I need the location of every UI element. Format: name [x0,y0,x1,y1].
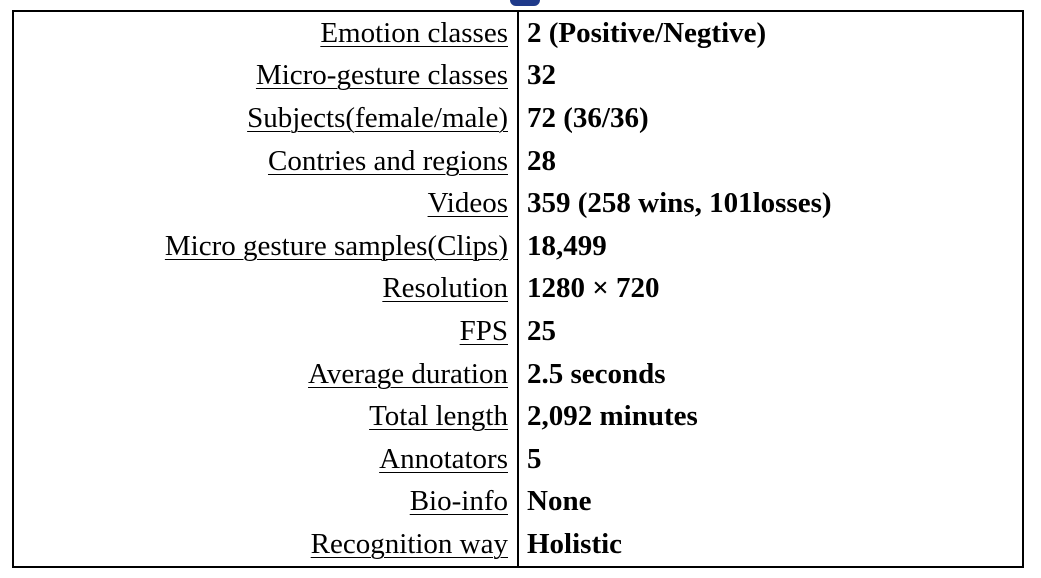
row-label: Contries and regions [267,144,508,177]
row-label: Bio-info [409,485,508,518]
row-label: Annotators [379,442,508,475]
row-value: 18,499 [527,229,607,262]
row-value: Holistic [527,528,623,561]
table-row: Bio-info None [13,480,1023,524]
row-value: 2 (Positive/Negtive) [527,16,767,49]
row-label-cell: Subjects(female/male) [13,97,519,140]
row-label-cell: Average duration [13,352,519,396]
table-row: Contries and regions 28 [13,139,1023,183]
row-label: Subjects(female/male) [247,102,508,135]
table-row: Annotators 5 [13,438,1023,481]
row-label: Videos [427,187,508,220]
row-label-cell: Total length [13,395,519,438]
row-label: Total length [369,400,508,433]
row-label: Resolution [382,272,508,305]
row-value: 25 [527,315,556,348]
row-value: 359 (258 wins, 101losses) [527,187,832,220]
row-label-cell: Videos [13,182,519,226]
row-label: FPS [459,315,508,348]
row-value: 32 [527,59,556,92]
row-label-cell: FPS [13,310,519,353]
row-value: 5 [527,442,542,475]
row-value: 1280 × 720 [527,272,660,305]
row-label: Average duration [308,357,508,390]
table-row: Subjects(female/male) 72 (36/36) [13,97,1023,140]
row-value: 2.5 seconds [527,357,666,390]
row-label: Micro-gesture classes [255,59,508,92]
table-row: Recognition way Holistic [13,523,1023,567]
row-label-cell: Contries and regions [13,139,519,183]
row-label-cell: Bio-info [13,480,519,524]
row-value: None [527,485,592,518]
row-label-cell: Emotion classes [13,11,519,55]
table-row: FPS 25 [13,310,1023,353]
row-label-cell: Recognition way [13,523,519,567]
table-row: Micro-gesture classes 32 [13,54,1023,98]
row-label-cell: Resolution [13,267,519,311]
row-label-cell: Annotators [13,438,519,481]
table-row: Average duration 2.5 seconds [13,352,1023,396]
table-row: Resolution 1280 × 720 [13,267,1023,311]
row-label-cell: Micro gesture samples(Clips) [13,225,519,268]
dataset-statistics-table: Emotion classes 2 (Positive/Negtive) Mic… [12,10,1024,568]
cropped-heading-fragment [510,0,540,6]
table-row: Micro gesture samples(Clips) 18,499 [13,225,1023,268]
row-label: Recognition way [310,528,508,561]
row-value: 28 [527,144,556,177]
table-row: Emotion classes 2 (Positive/Negtive) [13,11,1023,55]
row-value: 72 (36/36) [527,102,649,135]
row-value: 2,092 minutes [527,400,698,433]
row-label: Micro gesture samples(Clips) [164,229,508,262]
table-row: Total length 2,092 minutes [13,395,1023,438]
table-row: Videos 359 (258 wins, 101losses) [13,182,1023,226]
row-label: Emotion classes [320,16,508,49]
row-label-cell: Micro-gesture classes [13,54,519,98]
